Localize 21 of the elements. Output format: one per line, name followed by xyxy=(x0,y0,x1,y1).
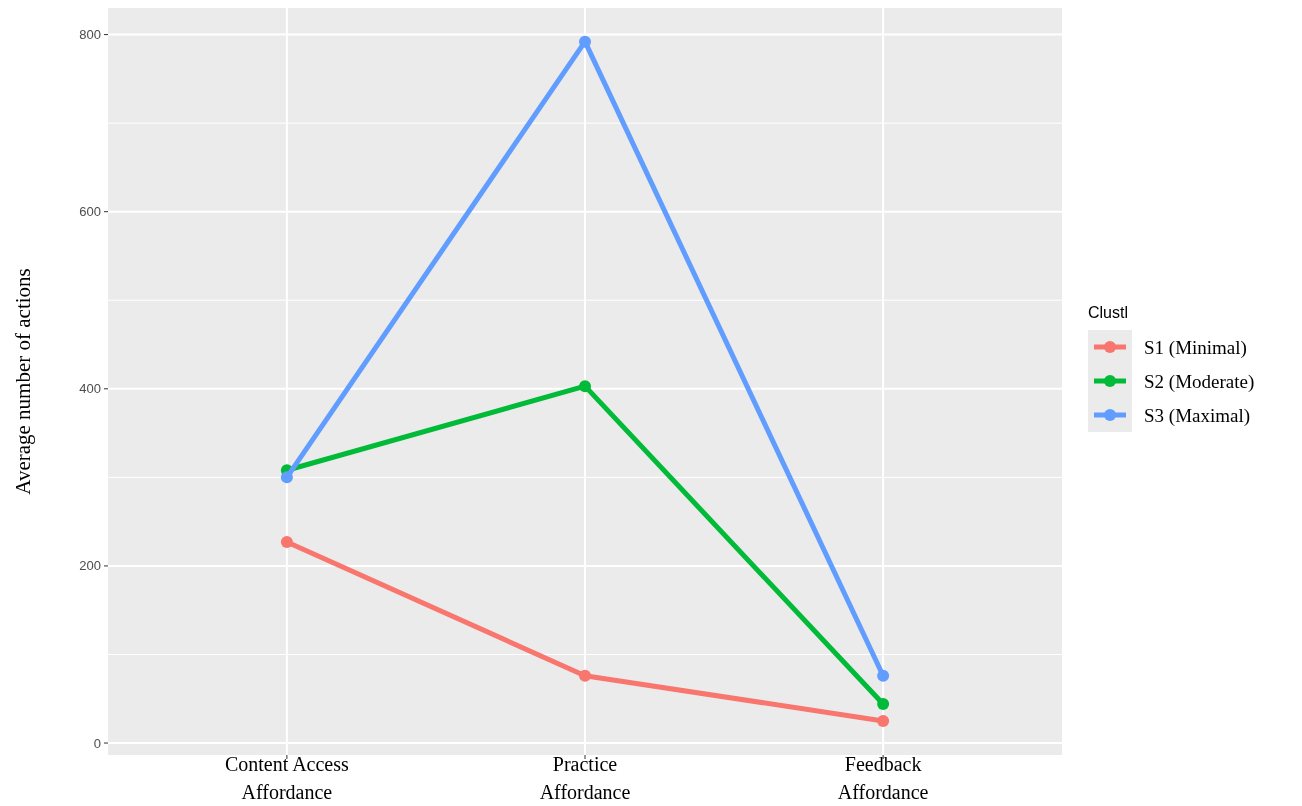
y-tick-label: 600 xyxy=(79,204,101,220)
point xyxy=(877,698,890,711)
point xyxy=(877,714,890,727)
point xyxy=(579,669,591,682)
y-tick-label: 200 xyxy=(79,558,101,574)
point xyxy=(280,536,293,549)
y-tick-label: 0 xyxy=(93,735,101,751)
y-tick-label: 800 xyxy=(79,27,101,43)
point xyxy=(579,380,591,393)
legend-label: S1 (Minimal) xyxy=(1144,336,1247,359)
legend-title: Clustl xyxy=(1088,304,1129,321)
point xyxy=(280,471,293,484)
y-axis-title: Average number of actions xyxy=(11,268,35,495)
legend-label: S3 (Maximal) xyxy=(1144,404,1251,427)
x-tick-label: Practice Affordance xyxy=(539,753,631,803)
legend-label: S2 (Moderate) xyxy=(1144,370,1255,393)
point xyxy=(877,669,890,682)
y-tick-label: 400 xyxy=(79,381,101,397)
x-tick-label: Content Access Affordance xyxy=(224,753,350,803)
x-tick-label: Feedback Affordance xyxy=(837,753,929,803)
point xyxy=(579,35,591,48)
